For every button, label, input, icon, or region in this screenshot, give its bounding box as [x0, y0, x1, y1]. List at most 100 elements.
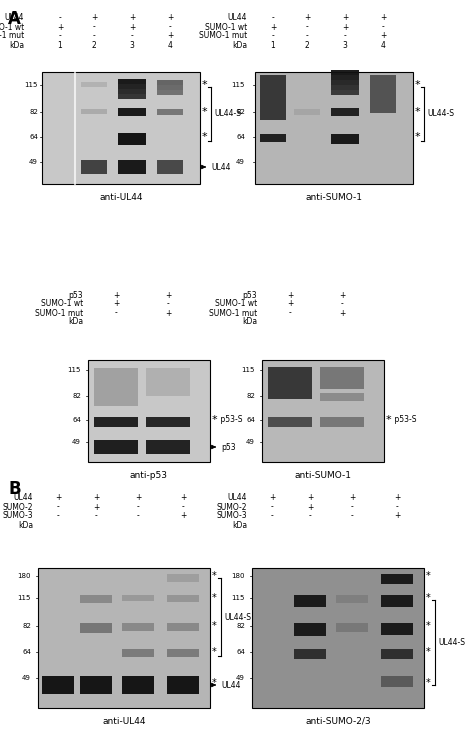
Text: -: -: [272, 13, 274, 22]
Text: anti-SUMO-2/3: anti-SUMO-2/3: [305, 717, 371, 726]
Text: kDa: kDa: [232, 520, 247, 530]
Text: SUMO-3: SUMO-3: [216, 512, 247, 520]
Text: +: +: [93, 494, 99, 502]
Text: -: -: [92, 32, 95, 40]
Text: SUMO-2: SUMO-2: [2, 503, 33, 512]
Text: B: B: [8, 480, 21, 498]
Text: -: -: [59, 13, 61, 22]
Text: *: *: [201, 107, 207, 117]
Text: +: +: [269, 494, 275, 502]
Text: UL44-S: UL44-S: [427, 110, 454, 118]
Text: anti-UL44: anti-UL44: [99, 193, 143, 202]
Text: SUMO-1 mut: SUMO-1 mut: [35, 308, 83, 317]
Bar: [157, 109, 183, 115]
Bar: [118, 84, 146, 89]
Text: SUMO-1 mut: SUMO-1 mut: [0, 32, 24, 40]
Text: +: +: [91, 13, 97, 22]
Text: -: -: [59, 32, 61, 40]
Text: -: -: [182, 503, 184, 512]
Text: *: *: [426, 647, 430, 657]
Text: -: -: [137, 512, 139, 520]
Text: p53: p53: [221, 442, 236, 452]
Text: +: +: [287, 290, 293, 299]
Bar: [294, 109, 320, 115]
Text: +: +: [180, 494, 186, 502]
Text: 115: 115: [18, 595, 31, 601]
Text: 82: 82: [29, 109, 38, 115]
Text: -: -: [56, 503, 59, 512]
Bar: [118, 89, 146, 94]
Text: 64: 64: [236, 649, 245, 655]
Text: 3: 3: [343, 40, 347, 50]
Bar: [381, 676, 413, 687]
Text: 82: 82: [236, 623, 245, 629]
Text: -: -: [382, 22, 384, 32]
Bar: [294, 595, 326, 607]
Text: -: -: [351, 512, 354, 520]
Text: UL44: UL44: [211, 163, 230, 172]
Bar: [381, 623, 413, 635]
Text: 64: 64: [29, 134, 38, 140]
Text: 115: 115: [242, 367, 255, 373]
Bar: [320, 393, 364, 401]
Text: *: *: [426, 621, 430, 631]
Text: -: -: [341, 299, 343, 308]
Text: *: *: [414, 107, 420, 117]
Text: -: -: [351, 503, 354, 512]
Text: 4: 4: [381, 40, 385, 50]
Bar: [157, 90, 183, 95]
Text: UL44: UL44: [221, 680, 240, 689]
Text: *: *: [414, 132, 420, 142]
Text: +: +: [304, 13, 310, 22]
Text: +: +: [57, 22, 63, 32]
Text: +: +: [167, 13, 173, 22]
Text: -: -: [271, 512, 273, 520]
Bar: [331, 75, 359, 80]
Text: 2: 2: [91, 40, 96, 50]
Bar: [262, 360, 384, 462]
Text: 115: 115: [25, 82, 38, 88]
Text: +: +: [165, 290, 171, 299]
Text: *: *: [426, 593, 430, 603]
Bar: [331, 108, 359, 116]
Text: *: *: [385, 415, 391, 425]
Bar: [260, 134, 286, 142]
Text: +: +: [55, 494, 61, 502]
Text: +: +: [129, 13, 135, 22]
Text: +: +: [93, 503, 99, 512]
Bar: [320, 417, 364, 427]
Text: *: *: [211, 571, 216, 581]
Text: kDa: kDa: [68, 317, 83, 326]
Bar: [331, 134, 359, 144]
Text: anti-UL44: anti-UL44: [102, 717, 146, 726]
Text: UL44: UL44: [228, 13, 247, 22]
Text: kDa: kDa: [242, 317, 257, 326]
Bar: [146, 440, 190, 454]
Text: +: +: [342, 13, 348, 22]
Text: +: +: [342, 22, 348, 32]
Bar: [118, 94, 146, 99]
Bar: [146, 368, 190, 396]
Text: p53-S: p53-S: [392, 416, 417, 424]
Bar: [81, 160, 107, 174]
Text: 3: 3: [129, 40, 135, 50]
Text: -: -: [92, 22, 95, 32]
Bar: [146, 417, 190, 427]
Text: *: *: [426, 678, 430, 688]
Text: *: *: [201, 80, 207, 90]
Text: -: -: [115, 308, 118, 317]
Text: -: -: [306, 32, 309, 40]
Bar: [320, 367, 364, 389]
Text: -: -: [131, 32, 133, 40]
Text: 49: 49: [246, 439, 255, 445]
Bar: [118, 133, 146, 145]
Bar: [336, 623, 368, 632]
Text: UL44-S: UL44-S: [438, 638, 465, 647]
Text: *: *: [426, 571, 430, 581]
Bar: [336, 595, 368, 603]
Text: 115: 115: [232, 82, 245, 88]
Text: -: -: [271, 503, 273, 512]
Text: +: +: [180, 512, 186, 520]
Bar: [80, 595, 112, 603]
Text: -: -: [95, 512, 97, 520]
